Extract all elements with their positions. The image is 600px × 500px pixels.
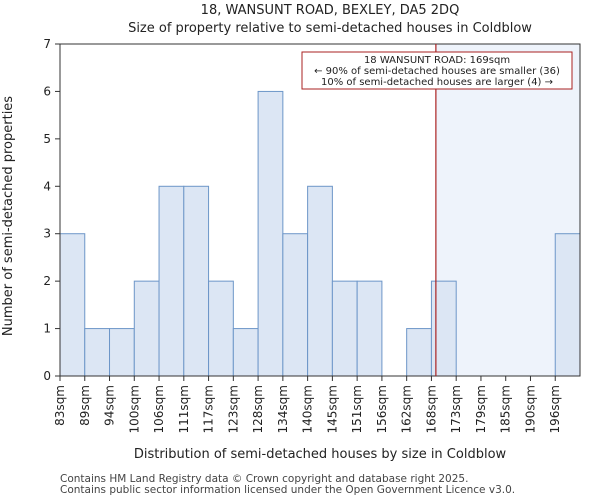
y-tick-label: 4 (43, 179, 51, 193)
bar-117sqm (208, 280, 234, 377)
bar-196sqm (554, 233, 581, 377)
y-axis-label: Number of semi-detached properties (1, 96, 16, 336)
x-tick-label: 89sqm (78, 385, 92, 426)
x-tick-label: 123sqm (226, 385, 240, 433)
bar-145sqm (331, 280, 358, 377)
x-tick-label: 94sqm (103, 385, 117, 426)
x-tick-label: 145sqm (325, 385, 339, 433)
annotation-line-3: 10% of semi-detached houses are larger (… (321, 77, 553, 88)
y-tick-label: 1 (43, 322, 51, 336)
footer-copyright: Contains HM Land Registry data © Crown c… (60, 473, 469, 485)
x-tick-label: 173sqm (449, 385, 463, 433)
axes-frame (59, 43, 581, 377)
x-tick-label: 196sqm (548, 385, 562, 433)
x-tick-label: 117sqm (202, 385, 216, 433)
bar-140sqm (307, 185, 333, 377)
x-tick-label: 179sqm (474, 385, 488, 433)
x-axis-label: Distribution of semi-detached houses by … (134, 447, 507, 462)
bar-94sqm (109, 328, 135, 377)
bar-123sqm (232, 328, 259, 377)
y-tick-label: 3 (43, 227, 51, 241)
plot-area: 0 1 2 3 4 5 6 7 83sqm 89sqm 94sqm 100sqm 106sqm 111sq… (43, 37, 581, 433)
footer-licence: Contains public sector information licen… (60, 484, 516, 496)
y-tick-label: 5 (43, 132, 51, 146)
bar-111sqm (183, 185, 210, 377)
bar-162sqm (406, 328, 432, 377)
x-tick-label: 83sqm (53, 385, 67, 426)
x-tick-label: 190sqm (523, 385, 537, 433)
chart-title-line2: Size of property relative to semi-detach… (128, 21, 532, 36)
chart-title-line1: 18, WANSUNT ROAD, BEXLEY, DA5 2DQ (201, 3, 460, 18)
bar-128sqm (257, 90, 284, 377)
x-tick-label: 111sqm (177, 385, 191, 433)
x-tick-label: 100sqm (127, 385, 141, 433)
x-tick-label: 134sqm (276, 385, 290, 433)
bar-100sqm (133, 280, 160, 377)
bar-89sqm (84, 328, 111, 377)
annotation-line-1: 18 WANSUNT ROAD: 169sqm (364, 55, 510, 66)
x-tick-label: 156sqm (375, 385, 389, 433)
y-tick-label: 2 (43, 274, 51, 288)
bar-151sqm (356, 280, 383, 377)
x-tick-label: 185sqm (499, 385, 513, 433)
y-tick-label: 6 (43, 84, 51, 98)
annotation-box (301, 51, 573, 90)
bar-106sqm (158, 185, 185, 377)
x-tick-label: 151sqm (350, 385, 364, 433)
annotation-line-2: ← 90% of semi-detached houses are smalle… (314, 66, 560, 77)
y-tick-label: 0 (43, 369, 51, 383)
x-tick-label: 168sqm (424, 385, 438, 433)
y-tick-label: 7 (43, 37, 51, 51)
bar-83sqm (59, 233, 86, 377)
bar-134sqm (282, 233, 309, 377)
x-tick-label: 128sqm (251, 385, 265, 433)
x-tick-label: 106sqm (152, 385, 166, 433)
x-tick-label: 162sqm (400, 385, 414, 433)
x-tick-label: 140sqm (301, 385, 315, 433)
bar-168sqm (430, 280, 457, 377)
